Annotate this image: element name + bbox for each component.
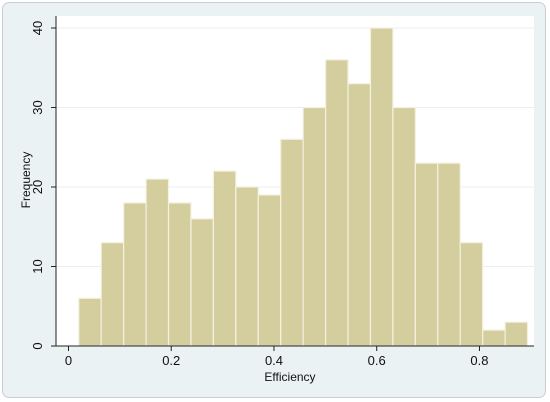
bar-5 — [167, 202, 192, 347]
bar-1 — [78, 297, 102, 347]
y-tick-label-20: 20 — [30, 180, 45, 194]
y-axis-title: Frequency — [19, 152, 33, 209]
x-tick-label-0.4: 0.4 — [265, 353, 283, 368]
bar-9 — [257, 194, 282, 347]
bar-13 — [347, 83, 372, 347]
x-tick-label-0.2: 0.2 — [162, 353, 180, 368]
bar-20 — [504, 321, 529, 347]
bar-4 — [145, 178, 170, 347]
bar-19 — [482, 329, 506, 347]
bar-2 — [100, 242, 125, 347]
x-tick-label-0: 0 — [65, 353, 72, 368]
y-tick-label-10: 10 — [30, 259, 45, 273]
axes: 0 10 20 30 40 0 0.2 0.4 0.6 0.8 — [30, 16, 534, 368]
x-tick-label-0.8: 0.8 — [470, 353, 488, 368]
y-tick-label-40: 40 — [30, 21, 45, 35]
y-tick-label-30: 30 — [30, 100, 45, 114]
bar-6 — [190, 218, 215, 347]
bar-17 — [437, 162, 461, 347]
bar-18 — [459, 242, 484, 347]
x-axis-title: Efficiency — [264, 370, 315, 384]
bar-10 — [280, 138, 304, 347]
bar-12 — [324, 59, 349, 347]
x-tick-label-0.6: 0.6 — [368, 353, 386, 368]
y-tick-label-0: 0 — [30, 342, 45, 349]
bar-8 — [235, 186, 259, 347]
bars — [78, 27, 529, 347]
bar-16 — [414, 162, 439, 347]
bar-15 — [392, 106, 416, 347]
bar-3 — [123, 202, 147, 347]
bar-7 — [212, 170, 237, 347]
bar-11 — [302, 106, 327, 347]
bar-14 — [369, 27, 394, 347]
